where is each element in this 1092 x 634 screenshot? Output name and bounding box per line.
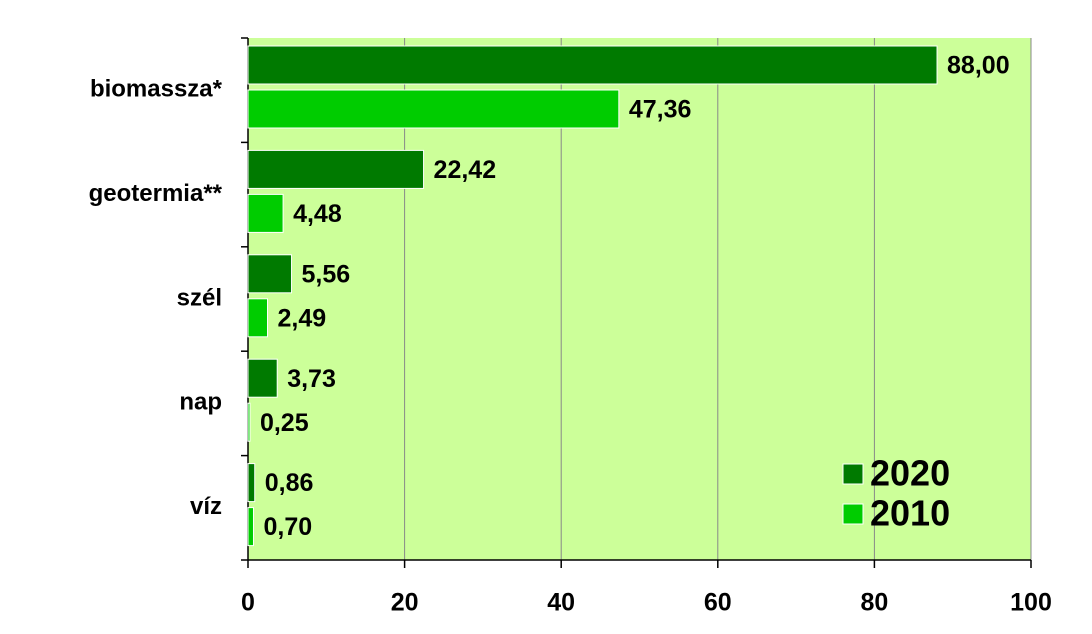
bar bbox=[247, 193, 284, 233]
bar bbox=[247, 254, 293, 294]
bar bbox=[247, 402, 251, 442]
x-tick-label: 80 bbox=[860, 589, 888, 617]
value-label: 0,70 bbox=[263, 513, 312, 541]
category-label: víz bbox=[190, 493, 222, 520]
bar bbox=[247, 298, 268, 338]
value-label: 2,49 bbox=[277, 304, 326, 332]
bar bbox=[247, 358, 278, 398]
value-label: 47,36 bbox=[629, 96, 692, 124]
bar bbox=[247, 507, 254, 547]
legend-label: 2020 bbox=[870, 453, 950, 494]
legend-swatch bbox=[842, 503, 864, 525]
category-label: geotermia** bbox=[89, 180, 223, 207]
category-label: szél bbox=[177, 284, 222, 311]
x-tick-label: 20 bbox=[391, 589, 419, 617]
value-label: 22,42 bbox=[434, 156, 497, 184]
value-label: 88,00 bbox=[947, 52, 1010, 80]
x-tick-label: 40 bbox=[547, 589, 575, 617]
legend-swatch bbox=[842, 463, 864, 485]
bar bbox=[247, 463, 256, 503]
category-label: nap bbox=[179, 389, 222, 416]
legend-label: 2010 bbox=[870, 493, 950, 534]
value-label: 0,25 bbox=[260, 409, 309, 437]
value-label: 0,86 bbox=[265, 469, 314, 497]
bar bbox=[247, 45, 938, 85]
category-label: biomassza* bbox=[90, 76, 223, 103]
x-tick-label: 100 bbox=[1010, 589, 1052, 617]
value-label: 3,73 bbox=[287, 365, 336, 393]
bar bbox=[247, 89, 620, 129]
value-label: 4,48 bbox=[293, 200, 342, 228]
value-label: 5,56 bbox=[302, 260, 351, 288]
x-tick-label: 60 bbox=[704, 589, 732, 617]
bar bbox=[247, 149, 425, 189]
x-tick-label: 0 bbox=[241, 589, 255, 617]
